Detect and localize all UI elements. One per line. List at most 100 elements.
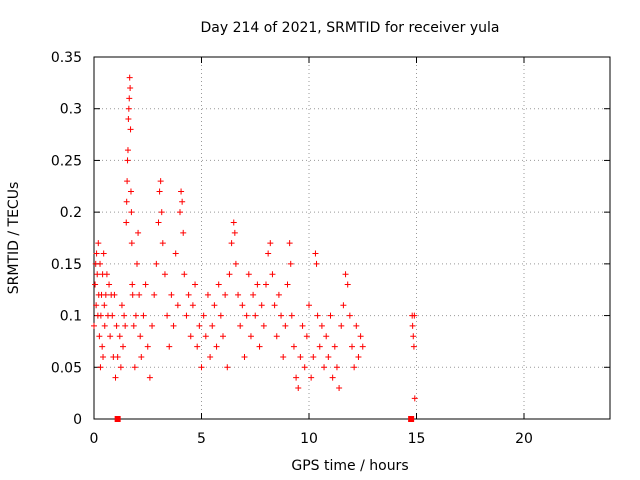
data-point <box>136 291 143 298</box>
data-point <box>158 209 165 216</box>
data-point <box>102 291 109 298</box>
data-point <box>157 178 164 185</box>
data-point <box>359 343 366 350</box>
data-point <box>114 353 121 360</box>
data-point <box>303 333 310 340</box>
data-point <box>121 312 128 319</box>
y-tick-label: 0 <box>73 412 82 428</box>
data-point <box>273 333 280 340</box>
data-point <box>308 374 315 381</box>
data-point <box>267 240 274 247</box>
data-point <box>128 209 135 216</box>
data-point <box>174 302 181 309</box>
data-point <box>325 353 332 360</box>
x-axis-label: GPS time / hours <box>291 458 408 474</box>
data-point <box>275 291 282 298</box>
y-tick-label: 0.3 <box>60 102 82 118</box>
data-point <box>329 374 336 381</box>
data-point <box>124 147 131 154</box>
data-point <box>333 364 340 371</box>
data-point <box>94 271 101 278</box>
data-point <box>290 343 297 350</box>
data-point <box>228 240 235 247</box>
y-tick-label: 0.1 <box>60 309 82 325</box>
data-point <box>124 178 131 185</box>
data-point <box>138 353 145 360</box>
data-point <box>252 312 259 319</box>
data-point <box>323 333 330 340</box>
data-point <box>314 312 321 319</box>
data-point <box>336 384 343 391</box>
data-point <box>224 364 231 371</box>
y-axis-ticks: 0 0.05 0.1 0.15 0.2 0.25 0.3 0.35 <box>51 50 610 428</box>
data-point <box>130 322 137 329</box>
y-tick-label: 0.15 <box>51 257 82 273</box>
data-point <box>100 353 107 360</box>
data-point <box>340 302 347 309</box>
gap-markers <box>114 416 415 422</box>
x-tick-label: 10 <box>300 431 318 447</box>
data-point <box>327 312 334 319</box>
data-point <box>128 240 135 247</box>
grid-lines <box>94 57 610 419</box>
data-point <box>126 74 133 81</box>
data-point <box>260 322 267 329</box>
data-point <box>149 322 156 329</box>
data-point <box>200 312 207 319</box>
data-point <box>180 229 187 236</box>
data-point <box>194 343 201 350</box>
data-point <box>344 281 351 288</box>
data-point <box>280 353 287 360</box>
x-tick-label: 5 <box>197 431 206 447</box>
data-points <box>91 74 418 402</box>
data-point <box>202 333 209 340</box>
data-point <box>116 333 123 340</box>
data-point <box>107 333 114 340</box>
data-point <box>235 291 242 298</box>
data-point <box>111 291 118 298</box>
data-point <box>159 240 166 247</box>
data-point <box>217 312 224 319</box>
data-point <box>295 384 302 391</box>
x-tick-label: 15 <box>408 431 426 447</box>
data-point <box>99 343 106 350</box>
data-point <box>101 302 108 309</box>
x-tick-label: 0 <box>90 431 99 447</box>
data-point <box>144 343 151 350</box>
data-point <box>127 126 134 133</box>
data-point <box>124 157 131 164</box>
data-point <box>91 322 97 329</box>
data-point <box>153 260 160 267</box>
data-point <box>230 219 237 226</box>
y-tick-label: 0.2 <box>60 205 82 221</box>
data-point <box>151 291 158 298</box>
data-point <box>179 198 186 205</box>
data-point <box>135 229 142 236</box>
y-tick-label: 0.05 <box>51 360 82 376</box>
data-point <box>127 85 134 92</box>
data-point <box>97 260 104 267</box>
data-point <box>215 281 222 288</box>
data-point <box>213 343 220 350</box>
data-point <box>310 353 317 360</box>
data-point <box>269 271 276 278</box>
data-point <box>92 281 99 288</box>
data-point <box>331 343 338 350</box>
data-point <box>185 291 192 298</box>
data-point <box>178 188 185 195</box>
data-point <box>263 281 269 288</box>
data-point <box>97 364 104 371</box>
data-point <box>271 302 278 309</box>
data-point <box>211 302 218 309</box>
data-point <box>129 281 136 288</box>
data-point <box>241 353 248 360</box>
data-point <box>100 250 107 257</box>
data-point <box>93 250 100 257</box>
data-point <box>118 302 125 309</box>
y-axis-label: SRMTID / TECUs <box>6 182 22 295</box>
plot-frame <box>93 56 611 420</box>
data-point <box>207 353 214 360</box>
data-point <box>312 250 319 257</box>
data-point <box>410 333 417 340</box>
